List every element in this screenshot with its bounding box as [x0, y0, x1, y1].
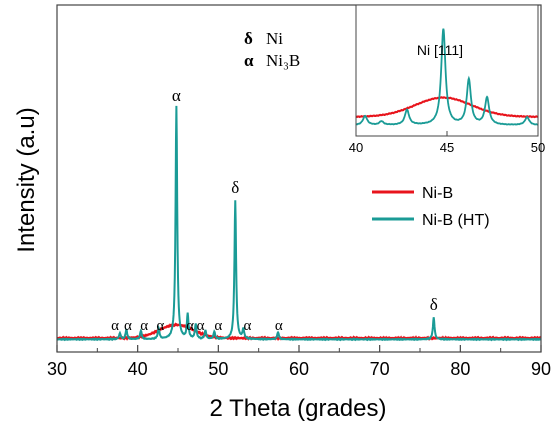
phase-key-symbol-ni: δ [244, 29, 253, 48]
main-series-group [57, 105, 541, 342]
phase-key-label-ni: Ni [266, 29, 283, 48]
legend: Ni-B Ni-B (HT) [372, 185, 490, 229]
x-axis-label: 2 Theta (grades) [210, 395, 387, 422]
x-tick-label: 70 [370, 359, 390, 379]
peak-annotation: α [156, 318, 164, 334]
legend-label-ni-b-ht: Ni-B (HT) [422, 212, 490, 229]
peak-annotation: α [243, 318, 251, 334]
series-line-ni-b-ht [57, 105, 541, 342]
peak-annotation: α [111, 318, 119, 334]
inset-series-line-ni-b-ht [356, 28, 538, 126]
inset-title: Ni [111] [417, 42, 463, 58]
x-tick-label: 40 [128, 359, 148, 379]
peak-annotation: α [140, 318, 148, 334]
x-tick-label: 50 [208, 359, 228, 379]
y-axis-label: Intensity (a.u) [13, 107, 40, 252]
peak-annotation: α [275, 318, 283, 334]
inset-x-tick-label: 50 [531, 140, 545, 155]
phase-key-label-ni3b: Ni₃B [266, 51, 300, 70]
x-tick-label: 90 [531, 359, 551, 379]
peak-annotation: α [186, 318, 194, 334]
x-tick-label: 80 [450, 359, 470, 379]
peak-annotation: δ [430, 295, 438, 314]
phase-key: δ Ni α Ni₃B [244, 29, 300, 70]
peak-annotation: α [124, 318, 132, 334]
inset-x-ticks: 40 45 50 [349, 131, 545, 155]
x-tick-label: 60 [289, 359, 309, 379]
peak-annotation: δ [231, 178, 239, 197]
main-x-ticks: 30 40 50 60 70 80 90 [47, 345, 551, 379]
legend-label-ni-b: Ni-B [422, 185, 453, 202]
peak-annotation: α [214, 318, 222, 334]
peak-annotation: α [197, 318, 205, 334]
inset-plot-area: Ni [111] 40 45 50 [349, 4, 545, 155]
phase-key-symbol-ni3b: α [244, 51, 254, 70]
inset-series-group [356, 28, 538, 126]
inset-x-tick-label: 40 [349, 140, 363, 155]
peak-annotation: α [172, 86, 181, 105]
inset-x-tick-label: 45 [440, 140, 454, 155]
x-tick-label: 30 [47, 359, 67, 379]
